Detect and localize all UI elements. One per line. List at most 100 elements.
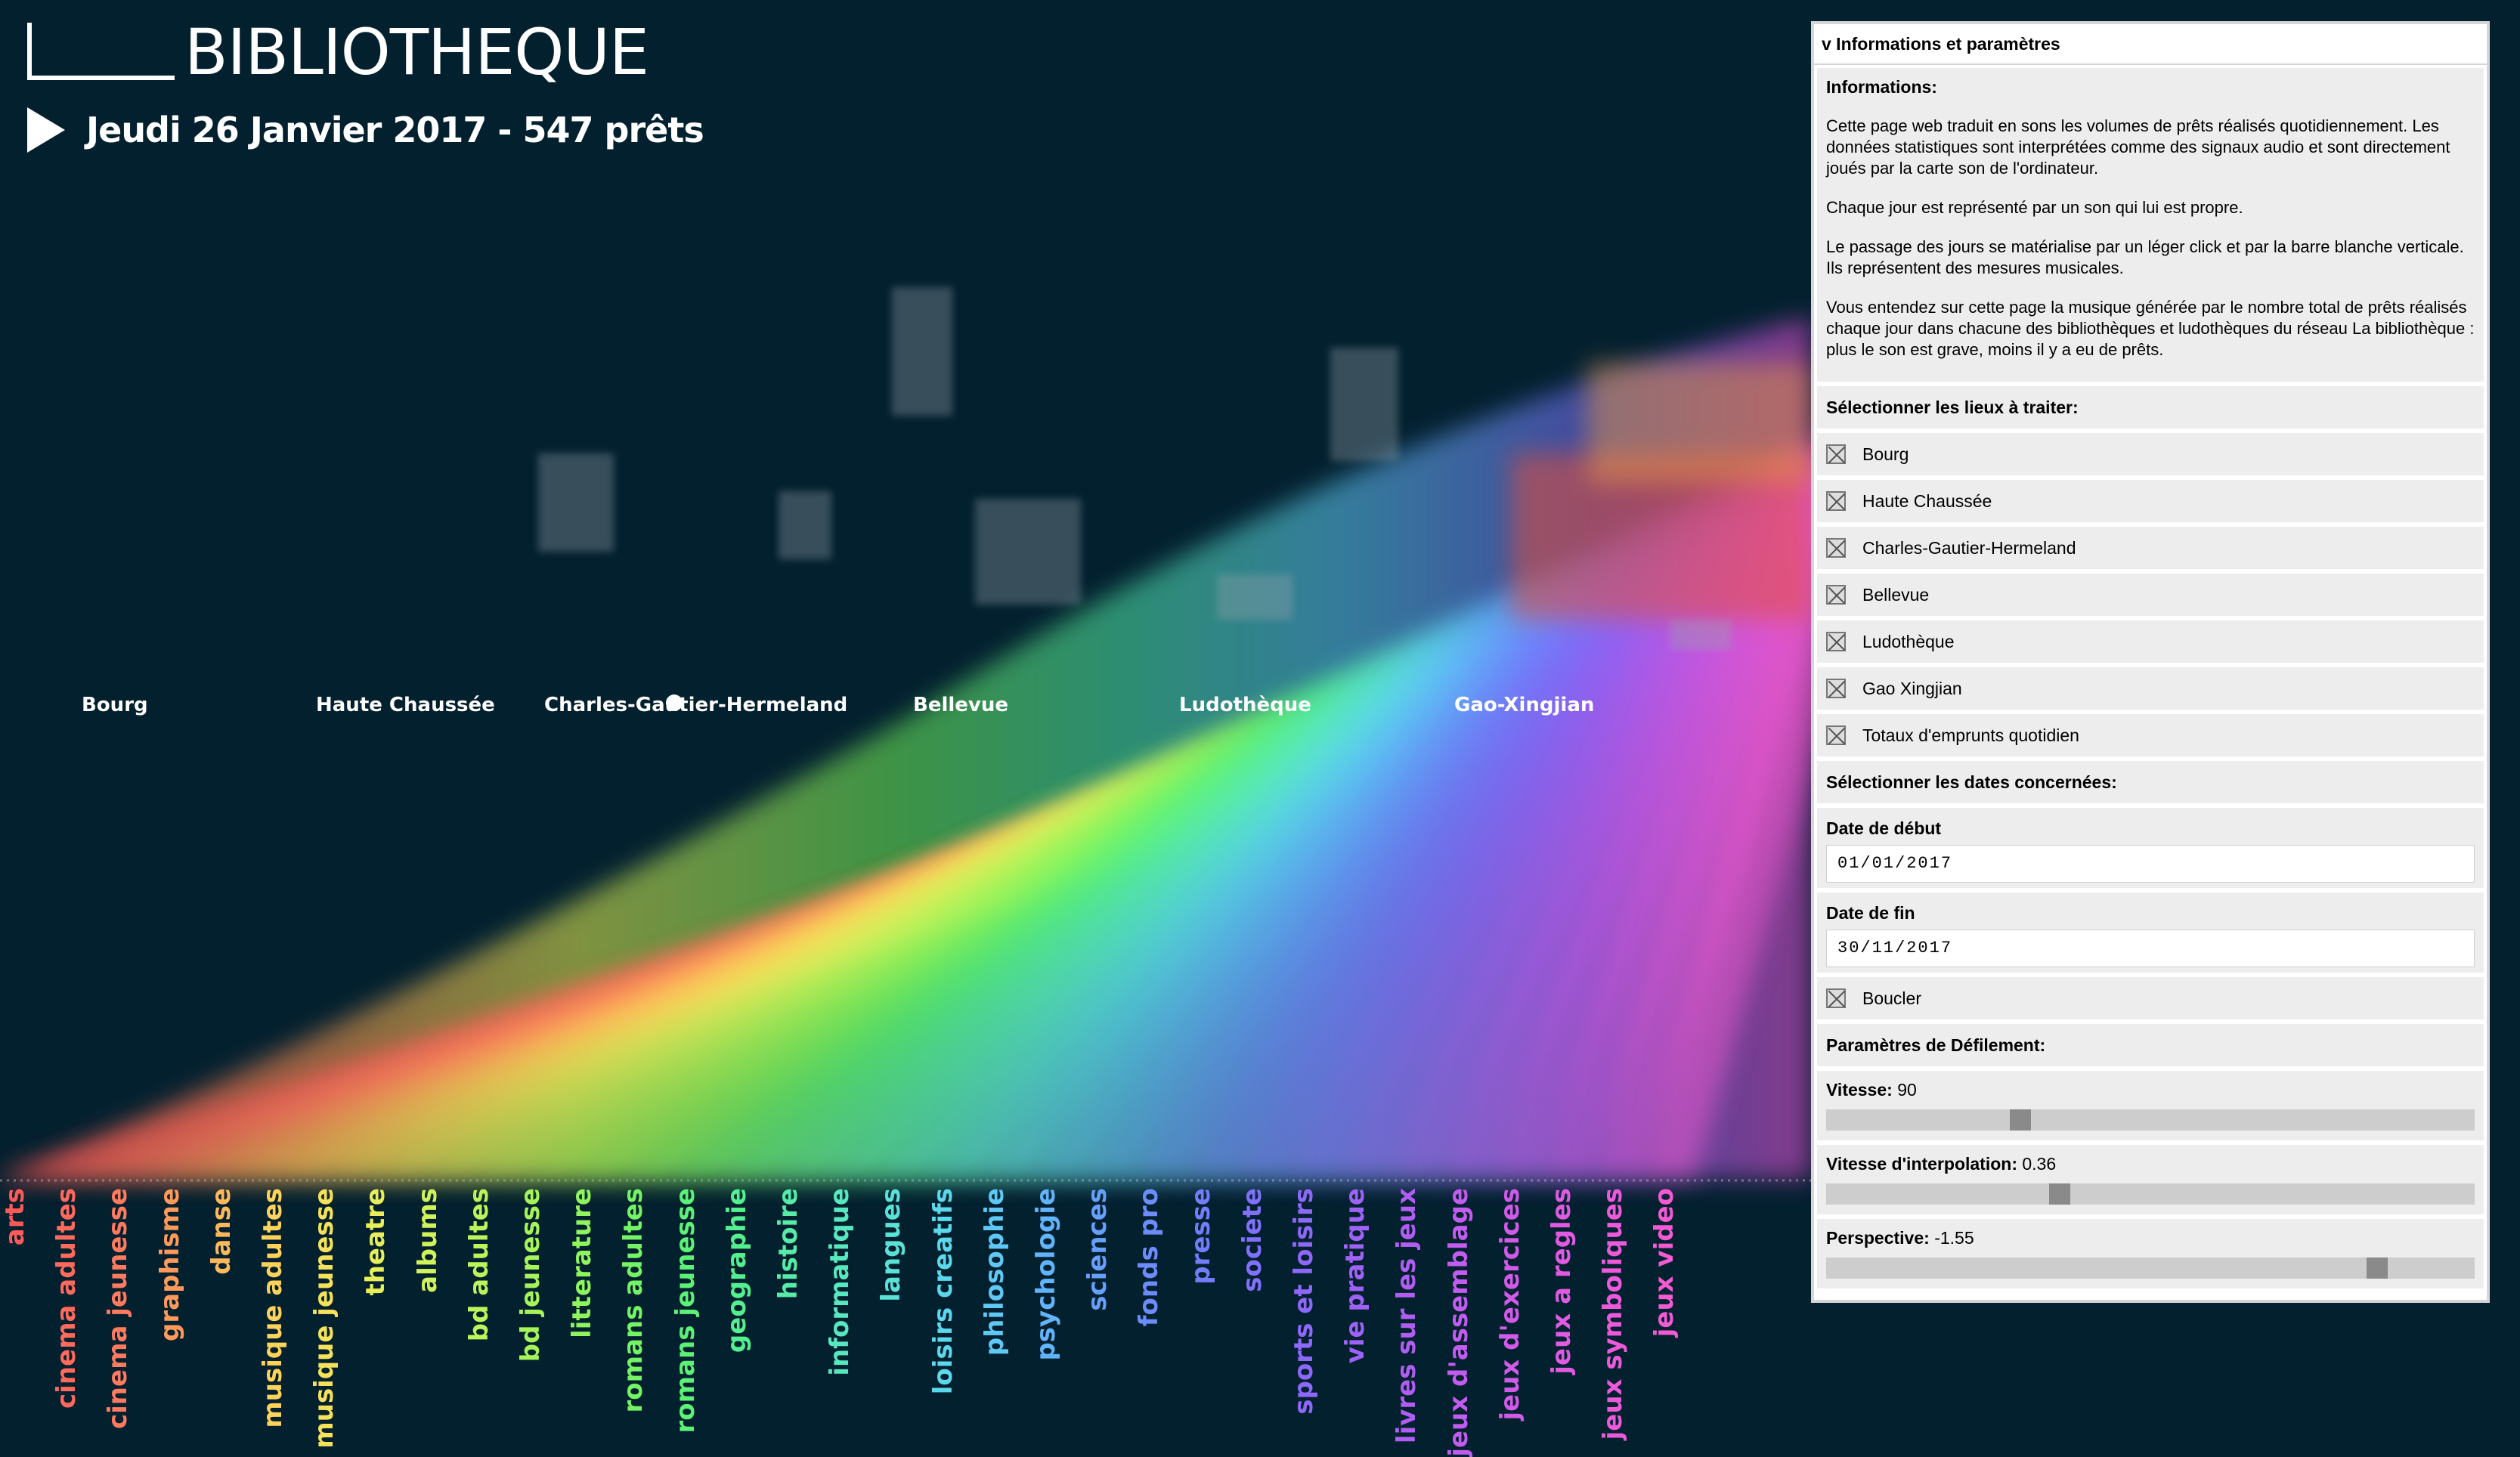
perspective-slider-thumb[interactable] <box>2367 1257 2388 1279</box>
ghost-bar <box>1330 348 1398 461</box>
loop-checkbox-row[interactable]: Boucler <box>1817 977 2484 1019</box>
current-date-line: Jeudi 26 Janvier 2017 - 547 prêts <box>86 110 704 150</box>
category-label: informatique <box>825 1188 856 1376</box>
ghost-bar <box>892 287 952 416</box>
info-title: Informations: <box>1826 77 1937 97</box>
category-label: sciences <box>1082 1188 1113 1311</box>
place-option-label: Charles-Gautier-Hermeland <box>1862 537 2076 558</box>
place-option-row[interactable]: Ludothèque <box>1817 620 2484 663</box>
place-label: Bellevue <box>913 694 1009 716</box>
category-label: cinema adultes <box>51 1188 82 1409</box>
panel-header-toggle[interactable]: v Informations et paramètres <box>1814 24 2487 65</box>
perspective-label: Perspective: <box>1826 1228 1930 1248</box>
ghost-bar <box>538 453 614 552</box>
info-paragraph-3: Le passage des jours se matérialise par … <box>1826 237 2464 277</box>
speed-label: Vitesse: <box>1826 1080 1893 1100</box>
interpolation-row: Vitesse d'interpolation: 0.36 <box>1817 1145 2484 1214</box>
perspective-row: Perspective: -1.55 <box>1817 1219 2484 1288</box>
category-label: musique adultes <box>258 1188 288 1428</box>
category-label: romans jeunesse <box>670 1188 701 1434</box>
place-label: Gao-Xingjian <box>1454 694 1595 716</box>
category-label: livres sur les jeux <box>1392 1188 1423 1444</box>
place-option-row[interactable]: Gao Xingjian <box>1817 667 2484 710</box>
category-label: langues <box>876 1188 907 1302</box>
category-label: sports et loisirs <box>1289 1188 1319 1415</box>
playhead-dot <box>666 694 683 711</box>
place-option-row[interactable]: Bellevue <box>1817 574 2484 616</box>
place-label: Ludothèque <box>1179 694 1311 716</box>
place-option-label: Ludothèque <box>1862 631 1955 651</box>
interpolation-value: 0.36 <box>2022 1154 2057 1174</box>
ghost-bar <box>1217 574 1293 620</box>
warm-cluster <box>1587 363 1811 484</box>
place-option-label: Bourg <box>1862 444 1909 464</box>
end-date-label: Date de fin <box>1826 903 1915 923</box>
info-paragraph-2: Chaque jour est représenté par un son qu… <box>1826 198 2243 217</box>
place-option-row[interactable]: Totaux d'emprunts quotidien <box>1817 714 2484 756</box>
dates-section-title-row: Sélectionner les dates concernées: <box>1817 761 2484 803</box>
ghost-bar <box>779 491 831 559</box>
places-title: Sélectionner les lieux à traiter: <box>1826 398 2079 417</box>
ghost-bar <box>1670 620 1731 650</box>
scroll-title: Paramètres de Défilement: <box>1826 1035 2046 1055</box>
speed-slider[interactable] <box>1826 1109 2475 1131</box>
category-label: vie pratique <box>1340 1188 1371 1364</box>
category-label: romans adultes <box>618 1188 649 1413</box>
place-option-label: Totaux d'emprunts quotidien <box>1862 725 2079 745</box>
start-date-input[interactable]: 01/01/2017 <box>1826 845 2475 883</box>
category-label: litterature <box>567 1188 598 1338</box>
dates-title: Sélectionner les dates concernées: <box>1826 772 2117 792</box>
interpolation-slider-thumb[interactable] <box>2048 1183 2070 1205</box>
category-label: fonds pro <box>1134 1188 1165 1327</box>
category-label: jeux symboliques <box>1598 1188 1629 1440</box>
places-section-title-row: Sélectionner les lieux à traiter: <box>1817 386 2484 428</box>
category-label: graphisme <box>154 1188 185 1341</box>
place-option-label: Bellevue <box>1862 584 1930 605</box>
loop-label: Boucler <box>1862 988 1921 1008</box>
place-checkbox[interactable] <box>1826 444 1846 464</box>
place-checkbox[interactable] <box>1826 585 1846 605</box>
scroll-section-title-row: Paramètres de Défilement: <box>1817 1024 2484 1066</box>
place-checkbox[interactable] <box>1826 679 1846 698</box>
play-icon[interactable] <box>27 107 65 153</box>
interpolation-slider[interactable] <box>1826 1183 2475 1205</box>
category-label: bd jeunesse <box>515 1188 546 1363</box>
category-label: jeux a regles <box>1546 1188 1577 1375</box>
category-label: loisirs creatifs <box>927 1188 958 1395</box>
category-label: histoire <box>773 1188 803 1300</box>
speed-slider-thumb[interactable] <box>2010 1109 2032 1131</box>
place-option-row[interactable]: Bourg <box>1817 433 2484 475</box>
category-label: theatre <box>361 1188 392 1296</box>
settings-panel: v Informations et paramètres Information… <box>1811 21 2490 1303</box>
place-label: Haute Chaussée <box>316 694 495 716</box>
place-label: Charles-Gautier-Hermeland <box>544 694 848 716</box>
place-label: Bourg <box>82 694 148 716</box>
app-title: BIBLIOTHEQUE <box>184 15 649 89</box>
ghost-bar <box>975 499 1081 605</box>
perspective-value: -1.55 <box>1934 1228 1974 1248</box>
end-date-row: Date de fin 30/11/2017 <box>1817 892 2484 973</box>
category-label: musique jeunesse <box>309 1188 340 1449</box>
place-checkbox[interactable] <box>1826 725 1846 745</box>
loop-checkbox[interactable] <box>1826 988 1846 1008</box>
speed-value: 90 <box>1897 1080 1917 1100</box>
category-label: psychologie <box>1031 1188 1061 1361</box>
perspective-slider[interactable] <box>1826 1257 2475 1279</box>
category-label: philosophie <box>979 1188 1010 1356</box>
info-section: Informations: Cette page web traduit en … <box>1817 68 2484 382</box>
category-label: arts <box>0 1188 30 1246</box>
category-label: danse <box>206 1188 237 1275</box>
info-paragraph-1: Cette page web traduit en sons les volum… <box>1826 116 2450 178</box>
sound-visualization <box>0 287 1899 1182</box>
start-date-row: Date de début 01/01/2017 <box>1817 808 2484 888</box>
category-label: presse <box>1185 1188 1216 1285</box>
place-checkbox[interactable] <box>1826 538 1846 558</box>
place-option-row[interactable]: Charles-Gautier-Hermeland <box>1817 527 2484 569</box>
place-option-row[interactable]: Haute Chaussée <box>1817 480 2484 522</box>
place-checkbox[interactable] <box>1826 632 1846 651</box>
category-label: jeux video <box>1649 1188 1680 1338</box>
category-label: societe <box>1237 1188 1268 1292</box>
category-label: jeux d'assemblage <box>1443 1188 1474 1457</box>
place-checkbox[interactable] <box>1826 491 1846 511</box>
end-date-input[interactable]: 30/11/2017 <box>1826 930 2475 967</box>
